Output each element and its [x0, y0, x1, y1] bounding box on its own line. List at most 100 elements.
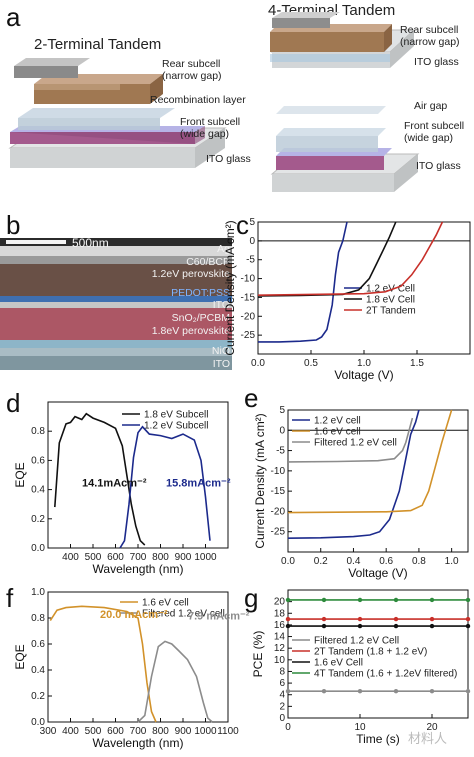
right-rear-line2: (narrow gap) — [400, 36, 460, 49]
y-tick-label: 0.6 — [31, 455, 45, 466]
y-tick-label: 0 — [279, 713, 285, 724]
y-tick-label: 0.0 — [31, 543, 45, 554]
four-terminal-top-stack — [270, 12, 416, 68]
plot-frame — [287, 589, 469, 719]
y-tick-label: 4 — [279, 690, 285, 701]
data-point — [465, 597, 471, 603]
y-axis-label: Current Density (mA cm²) — [223, 220, 237, 355]
series-line-2 — [287, 409, 453, 514]
data-point — [465, 616, 471, 622]
y-tick-label: 8 — [279, 666, 285, 677]
x-tick-label: 20 — [426, 722, 438, 733]
y-tick-label: 5 — [279, 405, 285, 416]
x-tick-label: 500 — [85, 552, 102, 563]
y-tick-label: -25 — [271, 527, 286, 538]
y-tick-label: -10 — [241, 274, 256, 285]
x-tick-label: 1000 — [194, 726, 217, 737]
panel-a-device-drawings — [8, 12, 420, 192]
legend-label: 1.8 eV Subcell — [144, 410, 209, 421]
sem-label-pedot: PEDOT:PSS — [171, 286, 230, 299]
chart-c: 0.0 0.5 1.0 1.5 5 0 -5 -10 -15 -20 -25 Voltage (V) C… — [223, 217, 471, 382]
left-rear-line2: (narrow gap) — [162, 70, 222, 83]
series-line-1 — [54, 412, 146, 546]
data-point — [393, 623, 399, 629]
watermark: 材料人 — [408, 731, 448, 746]
data-point — [357, 623, 363, 629]
right-front-line2: (wide gap) — [404, 132, 454, 145]
data-point — [285, 597, 291, 603]
y-tick-label: 20 — [274, 597, 286, 608]
y-tick-label: 16 — [274, 620, 286, 631]
sem-layer-labels: Ag C60/BCP 1.2eV perovskite PEDOT:PSS IT… — [120, 243, 230, 370]
legend-label: 1.6 eV cell — [142, 598, 189, 609]
y-tick-label: -25 — [241, 330, 256, 341]
sem-label-ito-bottom: ITO — [212, 357, 230, 370]
data-point — [285, 616, 291, 622]
left-rear-subcell-label: Rear subcell (narrow gap) — [162, 58, 222, 82]
x-axis-label: Time (s) — [356, 732, 400, 746]
x-axis-label: Voltage (V) — [348, 566, 407, 580]
y-tick-label: 12 — [274, 643, 286, 654]
x-tick-label: 1.0 — [445, 556, 459, 567]
y-tick-label: 14 — [274, 632, 286, 643]
x-tick-label: 1.0 — [357, 358, 371, 369]
legend-label: 2T Tandem (1.8 + 1.2 eV) — [314, 647, 427, 658]
chart-f: 300 400 500 600 700 800 900 1000 1100 0.0 0.2 0.4 0.… — [13, 587, 250, 750]
x-axis-label: Wavelength (nm) — [93, 562, 184, 576]
x-tick-label: 0.0 — [251, 358, 265, 369]
x-tick-label: 0.4 — [347, 556, 361, 567]
y-tick-label: 0.2 — [31, 691, 45, 702]
eqe-annotation: 7.9 mAcm⁻² — [188, 610, 250, 622]
x-axis-label: Wavelength (nm) — [93, 736, 184, 750]
series-line-1 — [49, 605, 157, 723]
panel-a-left-title: 2-Terminal Tandem — [34, 36, 162, 53]
y-tick-label: 0.8 — [31, 613, 45, 624]
scale-bar-label: 500nm — [72, 238, 109, 250]
data-point — [429, 597, 435, 603]
y-tick-label: -15 — [271, 486, 286, 497]
legend-label: 1.6 eV cell — [314, 427, 361, 438]
legend-label: 1.2 eV cell — [314, 416, 361, 427]
chart-d: 400 500 600 700 800 900 1000 0.0 0.2 0.4 0.6 0.8 Wav… — [13, 401, 231, 576]
y-tick-label: 10 — [274, 655, 286, 666]
data-point — [393, 597, 399, 603]
eqe-annotation: 14.1mAcm⁻² — [82, 478, 147, 490]
y-tick-label: 18 — [274, 608, 286, 619]
right-rear-line1: Rear subcell — [400, 24, 459, 36]
data-point — [321, 623, 327, 629]
plot-frame — [287, 409, 469, 553]
right-ito-top-label: ITO glass — [414, 56, 459, 68]
panel-f-label: f — [6, 583, 14, 613]
sem-label-c60: C60/BCP — [186, 255, 230, 268]
y-tick-label: 0.4 — [31, 665, 45, 676]
data-point — [285, 623, 291, 629]
x-tick-label: 700 — [130, 552, 147, 563]
data-point — [285, 689, 291, 694]
y-tick-label: 0.4 — [31, 485, 45, 496]
right-front-line1: Front subcell — [404, 120, 465, 132]
x-tick-label: 900 — [175, 726, 192, 737]
y-tick-label: 0.0 — [31, 717, 45, 728]
y-tick-label: 6 — [279, 678, 285, 689]
sem-label-sno2: SnO₂/PCBM — [171, 311, 230, 324]
legend-label: 1.2 eV Subcell — [144, 421, 209, 432]
y-axis-label: EQE — [13, 462, 27, 487]
legend-label: 4T Tandem (1.6 + 1.2eV filtered) — [314, 669, 457, 680]
x-tick-label: 900 — [175, 552, 192, 563]
plot-frame — [257, 221, 471, 355]
x-tick-label: 0 — [285, 722, 291, 733]
chart-e: 0.0 0.2 0.4 0.6 0.8 1.0 5 0 -5 -10 -15 -20 -25 Voltag… — [253, 405, 469, 580]
y-tick-label: 0.6 — [31, 639, 45, 650]
data-point — [465, 689, 471, 694]
data-point — [429, 623, 435, 629]
data-point — [321, 689, 327, 694]
x-tick-label: 800 — [152, 552, 169, 563]
x-tick-label: 300 — [40, 726, 57, 737]
legend-label: 1.8 eV Cell — [366, 295, 415, 306]
two-terminal-stack — [8, 58, 227, 168]
x-tick-label: 0.5 — [304, 358, 318, 369]
series-line-2 — [119, 425, 211, 549]
x-tick-label: 10 — [354, 722, 366, 733]
data-point — [393, 689, 399, 694]
